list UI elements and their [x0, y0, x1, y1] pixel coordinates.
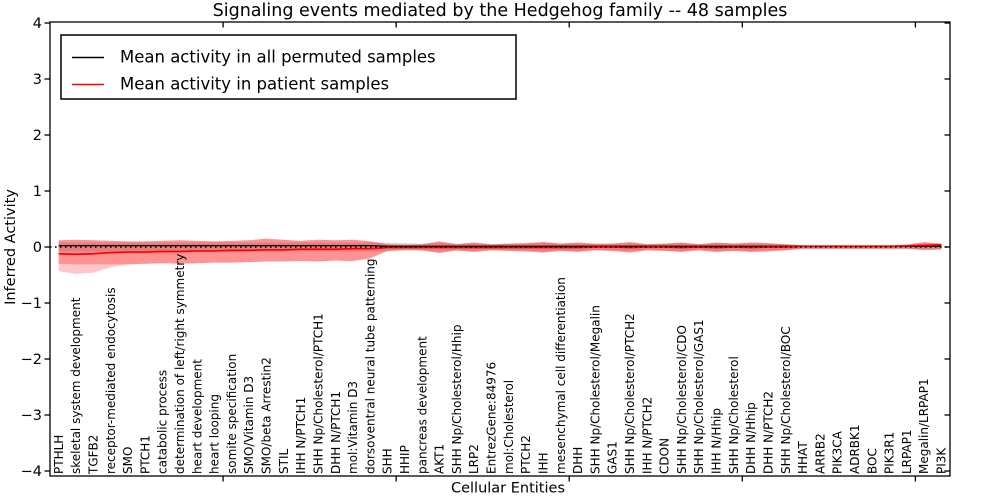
legend: Mean activity in all permuted samples Me…	[60, 34, 517, 100]
entity-label: somite specification	[225, 354, 239, 474]
y-axis-label: Inferred Activity	[3, 189, 19, 305]
y-tick-label: −1	[21, 296, 42, 312]
entity-label: DHH N/Hhip	[744, 402, 758, 474]
y-tick-label: 1	[33, 184, 42, 200]
entity-label: SMO/beta Arrestin2	[260, 357, 274, 474]
entity-label: heart development	[190, 359, 204, 474]
entity-label: mesenchymal cell differentiation	[554, 277, 568, 474]
entity-label: SHH Np/Cholesterol/CDO	[675, 325, 689, 474]
entity-label: DHH N/PTCH1	[329, 391, 343, 474]
x-axis-label: Cellular Entities	[451, 481, 565, 497]
entity-label: TGFB2	[86, 435, 100, 475]
plot-border	[49, 21, 951, 477]
entity-label: AKT1	[433, 444, 447, 474]
entity-label: STIL	[277, 449, 291, 474]
entity-label: LRP2	[467, 444, 481, 474]
entity-label: PIK3CA	[831, 430, 845, 474]
entity-label: SHH Np/Cholesterol/Hhip	[450, 325, 464, 474]
entity-label: HHIP	[398, 445, 412, 474]
entity-label: mol:Cholesterol	[502, 380, 516, 474]
entity-label: receptor-mediated endocytosis	[104, 287, 118, 474]
legend-box	[60, 34, 517, 100]
entity-label: PTHLH	[52, 435, 66, 474]
entity-label: SHH Np/Cholesterol/PTCH1	[311, 313, 325, 474]
entity-label: ADRBK1	[848, 424, 862, 474]
entity-label: dorsoventral neural tube patterning	[363, 258, 377, 474]
legend-label-patient: Mean activity in patient samples	[120, 75, 389, 94]
entity-label: Megalin/LRPAP1	[917, 378, 931, 474]
chart-title: Signaling events mediated by the Hedgeho…	[213, 1, 788, 21]
mean-activity-lines	[50, 243, 950, 256]
entity-label: SHH Np/Cholesterol/BOC	[779, 326, 793, 474]
entity-label: HHAT	[796, 441, 810, 474]
entity-label: SHH Np/Cholesterol/Megalin	[588, 305, 602, 474]
entity-label: LRPAP1	[900, 429, 914, 474]
entity-label: DHH N/PTCH2	[761, 391, 775, 474]
y-tick-label: −4	[21, 464, 42, 480]
entity-label: DHH	[571, 447, 585, 474]
entity-label: SHH Np/Cholesterol	[727, 356, 741, 474]
entity-label: PTCH1	[138, 435, 152, 474]
entity-label: heart looping	[208, 394, 222, 474]
y-tick-label: 3	[33, 72, 42, 88]
y-tick-label: −2	[21, 352, 42, 368]
entity-label: IHH N/Hhip	[710, 408, 724, 474]
entity-label: CDON	[658, 438, 672, 474]
y-tick-label: 2	[33, 128, 42, 144]
entity-tick-labels: PTHLH skeletal system development TGFB2 rec…	[52, 254, 949, 475]
legend-label-permuted: Mean activity in all permuted samples	[120, 48, 436, 67]
entity-label: SMO/Vitamin D3	[242, 376, 256, 474]
entity-label: IHH N/PTCH1	[294, 397, 308, 474]
entity-label: IHH N/PTCH2	[640, 397, 654, 474]
entity-label: catabolic process	[156, 370, 170, 474]
entity-label: IHH	[536, 452, 550, 474]
entity-label: PIK3R1	[883, 432, 897, 474]
entity-label: PI3K	[935, 447, 949, 474]
y-tick-label: 0	[33, 240, 42, 256]
entity-label: SHH Np/Cholesterol/GAS1	[692, 319, 706, 474]
entity-label: EntrezGene:84976	[485, 362, 499, 474]
entity-label: pancreas development	[415, 336, 429, 474]
entity-label: SHH Np/Cholesterol/PTCH2	[623, 313, 637, 474]
entity-label: GAS1	[606, 441, 620, 474]
entity-label: SHH	[381, 448, 395, 474]
y-tick-label: 4	[33, 16, 42, 32]
entity-label: determination of left/right symmetry	[173, 254, 187, 474]
y-tick-label: −3	[21, 408, 42, 424]
entity-label: ARRB2	[813, 433, 827, 474]
entity-label: mol:Vitamin D3	[346, 381, 360, 474]
entity-label: skeletal system development	[69, 297, 83, 474]
confidence-bands	[58, 238, 942, 274]
entity-label: BOC	[865, 448, 879, 474]
axes: 4 3 2 1 0 −1 −2 −3 −4	[21, 16, 951, 482]
entity-label: SMO	[121, 447, 135, 474]
entity-label: PTCH2	[519, 435, 533, 474]
